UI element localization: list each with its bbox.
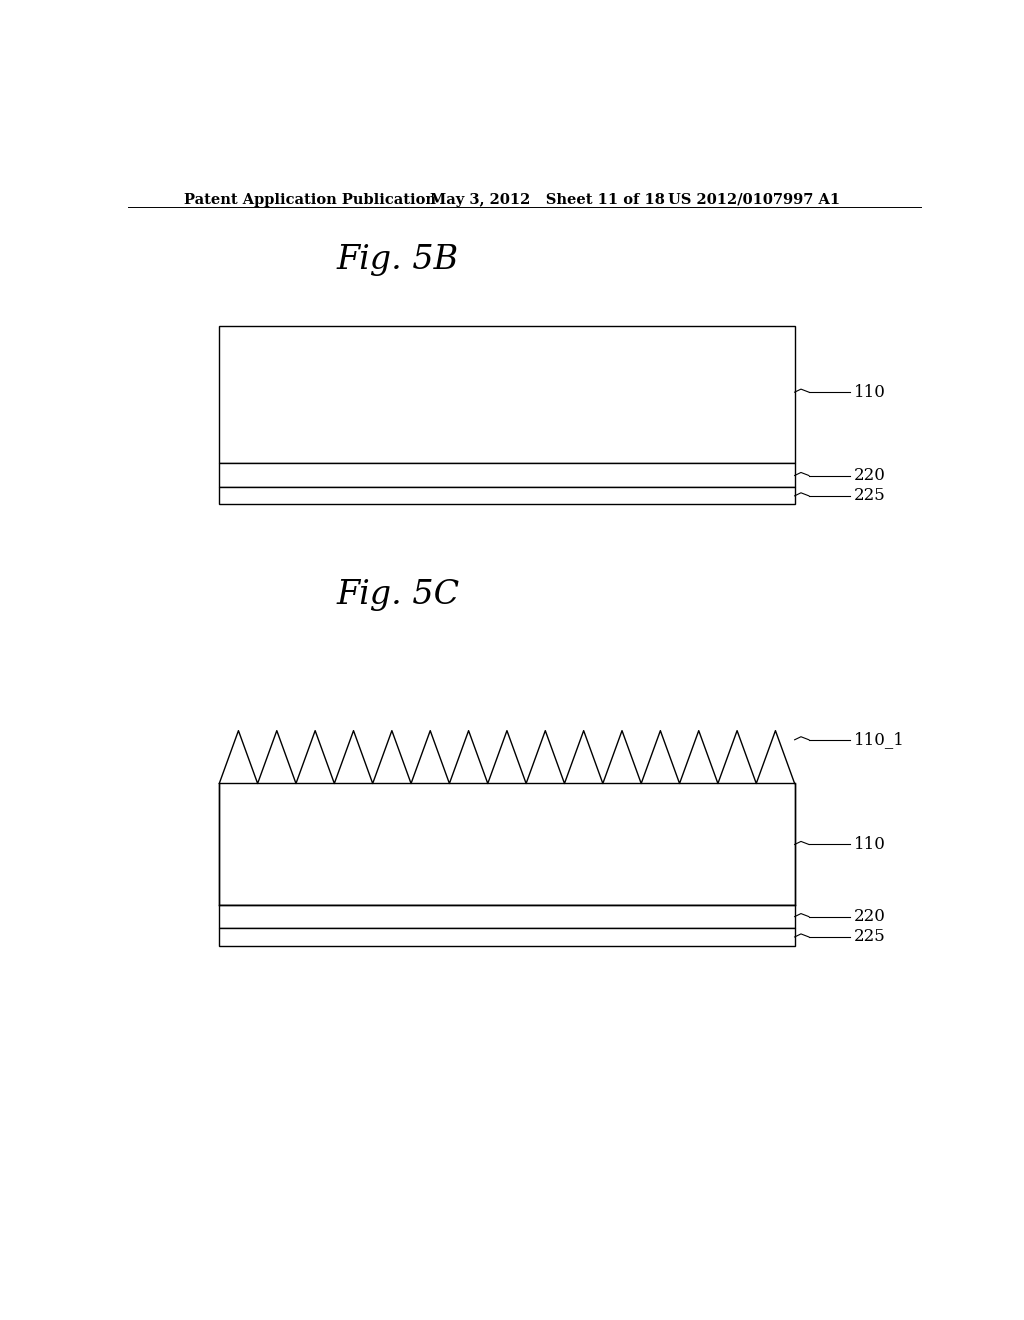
Bar [219, 463, 795, 487]
Text: Fig. 5C: Fig. 5C [336, 579, 460, 611]
Bar [219, 326, 795, 463]
Bar [219, 906, 795, 928]
Text: 110: 110 [854, 836, 886, 853]
Text: 110: 110 [854, 384, 886, 401]
Text: 220: 220 [854, 908, 886, 925]
Text: 225: 225 [854, 487, 886, 504]
Bar [219, 928, 795, 946]
Text: May 3, 2012   Sheet 11 of 18: May 3, 2012 Sheet 11 of 18 [430, 193, 665, 207]
Text: 225: 225 [854, 928, 886, 945]
Text: Fig. 5B: Fig. 5B [337, 244, 459, 276]
Text: US 2012/0107997 A1: US 2012/0107997 A1 [668, 193, 840, 207]
Bar [219, 487, 795, 504]
Bar [219, 784, 795, 906]
Text: 220: 220 [854, 467, 886, 484]
Text: Patent Application Publication: Patent Application Publication [183, 193, 435, 207]
Text: 110_1: 110_1 [854, 731, 905, 748]
